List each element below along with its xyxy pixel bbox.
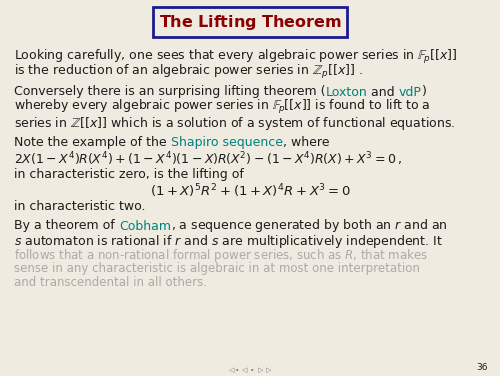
Text: ): )	[422, 85, 426, 99]
Text: $\lhd\bullet\lhd\bullet\rhd\rhd$: $\lhd\bullet\lhd\bullet\rhd\rhd$	[228, 365, 272, 375]
Text: $(1+X)^5R^2+(1+X)^4R+X^3=0$: $(1+X)^5R^2+(1+X)^4R+X^3=0$	[150, 182, 350, 200]
Text: $2X(1-X^4)R(X^4)+(1-X^4)(1-X)R(X^2)-(1-X^4)R(X)+X^3=0\,,$: $2X(1-X^4)R(X^4)+(1-X^4)(1-X)R(X^2)-(1-X…	[14, 150, 402, 168]
Text: Note the example of the: Note the example of the	[14, 136, 170, 149]
Text: $\bf{The\ Lifting\ Theorem}$: $\bf{The\ Lifting\ Theorem}$	[159, 12, 341, 32]
Text: By a theorem of: By a theorem of	[14, 220, 119, 232]
Text: Conversely there is an surprising lifting theorem (: Conversely there is an surprising liftin…	[14, 85, 326, 99]
Text: and: and	[367, 85, 399, 99]
Text: $s$ automaton is rational if $r$ and $s$ are multiplicatively independent. It: $s$ automaton is rational if $r$ and $s$…	[14, 233, 443, 250]
Text: Shapiro sequence: Shapiro sequence	[170, 136, 282, 149]
Text: follows that a non-rational formal power series, such as $R$, that makes: follows that a non-rational formal power…	[14, 247, 428, 264]
Text: , a sequence generated by both an $r$ and an: , a sequence generated by both an $r$ an…	[171, 217, 447, 235]
Text: and transcendental in all others.: and transcendental in all others.	[14, 276, 207, 288]
Text: is the reduction of an algebraic power series in $\mathbb{Z}_p[[x]]$ .: is the reduction of an algebraic power s…	[14, 64, 363, 82]
Text: series in $\mathbb{Z}[[x]]$ which is a solution of a system of functional equati: series in $\mathbb{Z}[[x]]$ which is a s…	[14, 115, 456, 132]
Text: Cobham: Cobham	[119, 220, 171, 232]
Text: sense in any characteristic is algebraic in at most one interpretation: sense in any characteristic is algebraic…	[14, 262, 420, 275]
Text: Loxton: Loxton	[326, 85, 367, 99]
Text: 36: 36	[476, 364, 488, 373]
Text: Looking carefully, one sees that every algebraic power series in $\mathbb{F}_p[[: Looking carefully, one sees that every a…	[14, 48, 458, 66]
Text: in characteristic zero, is the lifting of: in characteristic zero, is the lifting o…	[14, 168, 244, 181]
Text: whereby every algebraic power series in $\mathbb{F}_p[[x]]$ is found to lift to : whereby every algebraic power series in …	[14, 99, 430, 117]
Text: in characteristic two.: in characteristic two.	[14, 200, 145, 213]
Text: vdP: vdP	[399, 85, 422, 99]
Text: , where: , where	[282, 136, 329, 149]
